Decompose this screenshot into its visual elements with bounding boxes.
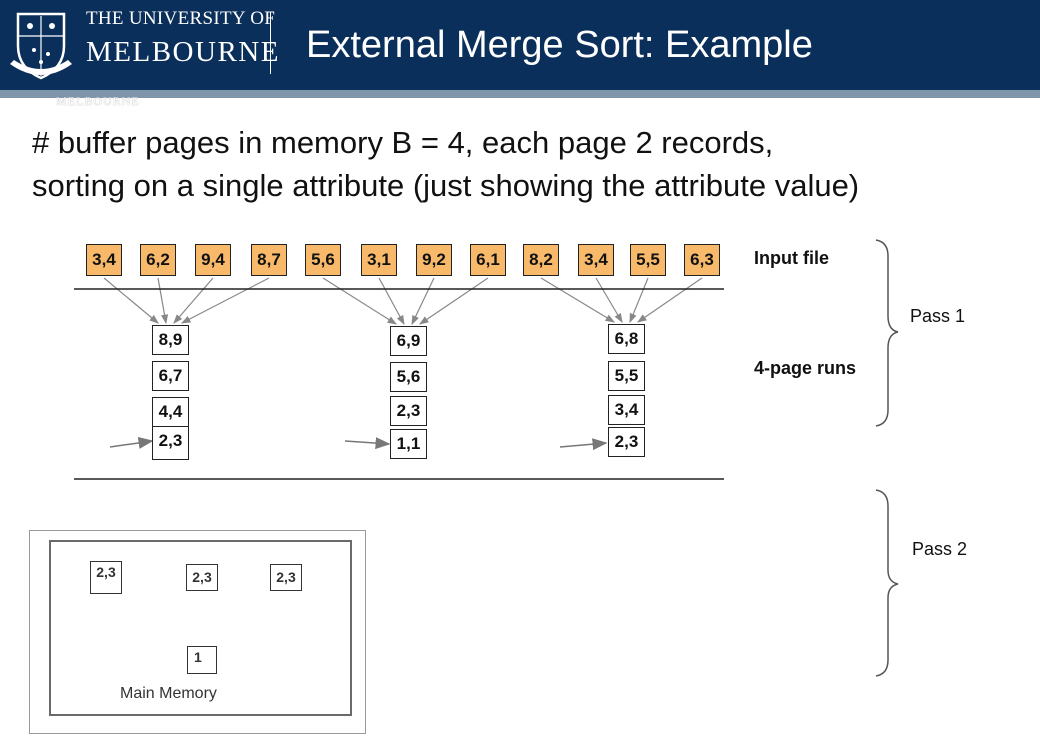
main-memory-label: Main Memory: [120, 685, 217, 702]
input-page: 6,3: [684, 244, 720, 276]
input-page: 3,1: [361, 244, 397, 276]
header-strip: [0, 90, 1040, 98]
merge-arrow: [637, 277, 703, 323]
intro-line-2: sorting on a single attribute (just show…: [32, 168, 860, 203]
university-name-line1: THE UNIVERSITY OF: [86, 8, 276, 29]
input-page: 8,7: [251, 244, 287, 276]
pass2-brace: [875, 489, 899, 677]
run-page-current: 2,3: [152, 426, 189, 460]
header-bar: [0, 0, 1040, 90]
run1-pointer-arrow: [109, 436, 154, 449]
run-page: 8,9: [152, 325, 189, 355]
merge-arrow: [595, 277, 623, 324]
run2-pointer-arrow: [344, 437, 391, 450]
input-page: 5,5: [630, 244, 666, 276]
pass1-brace: [875, 239, 899, 427]
merge-arrow: [540, 277, 616, 323]
input-page: 6,1: [470, 244, 506, 276]
input-page: 9,2: [416, 244, 452, 276]
main-memory-box: [49, 540, 352, 716]
merge-arrow: [629, 277, 649, 324]
runs-label: 4-page runs: [754, 358, 857, 378]
input-page: 5,6: [305, 244, 341, 276]
university-crest-logo: [10, 12, 72, 80]
run-page: 4,4: [152, 397, 189, 427]
merge-arrow: [411, 277, 435, 326]
slide-title: External Merge Sort: Example: [306, 24, 813, 66]
university-name-line2: MELBOURNE: [86, 36, 280, 68]
input-page: 9,4: [195, 244, 231, 276]
input-page: 6,2: [140, 244, 176, 276]
ghost-watermark-text: MELBOURNE: [56, 94, 140, 108]
intro-line-1: # buffer pages in memory B = 4, each pag…: [32, 125, 774, 160]
run-page: 2,3: [390, 396, 427, 426]
run-page: 3,4: [608, 395, 645, 425]
run-page: 6,9: [390, 326, 427, 356]
merge-arrow: [157, 277, 169, 325]
input-page: 3,4: [578, 244, 614, 276]
pass2-label: Pass 2: [912, 539, 968, 559]
memory-input-buffer: 2,3: [90, 561, 122, 594]
run-page-current: 2,3: [608, 427, 645, 457]
memory-output-buffer: 1: [187, 646, 217, 674]
merge-arrow: [322, 277, 398, 325]
logo-divider: [270, 12, 271, 74]
input-page: 8,2: [523, 244, 559, 276]
run-page: 6,8: [608, 324, 645, 354]
input-file-label: Input file: [754, 248, 829, 268]
merge-arrow: [378, 277, 405, 326]
pointer-arrows: [109, 436, 608, 451]
memory-input-buffer: 2,3: [186, 564, 218, 591]
input-to-run-arrows: [103, 277, 703, 326]
run-page: 6,7: [152, 361, 189, 391]
run-page-current: 1,1: [390, 429, 427, 459]
memory-input-buffer: 2,3: [270, 564, 302, 591]
run-page: 5,6: [390, 362, 427, 392]
merge-arrow: [103, 277, 159, 324]
merge-arrow: [180, 277, 270, 324]
input-page: 3,4: [86, 244, 122, 276]
merge-arrow: [173, 277, 214, 324]
run3-pointer-arrow: [559, 438, 608, 451]
pass1-label: Pass 1: [910, 306, 966, 326]
run-page: 5,5: [608, 361, 645, 391]
merge-arrow: [419, 277, 489, 325]
